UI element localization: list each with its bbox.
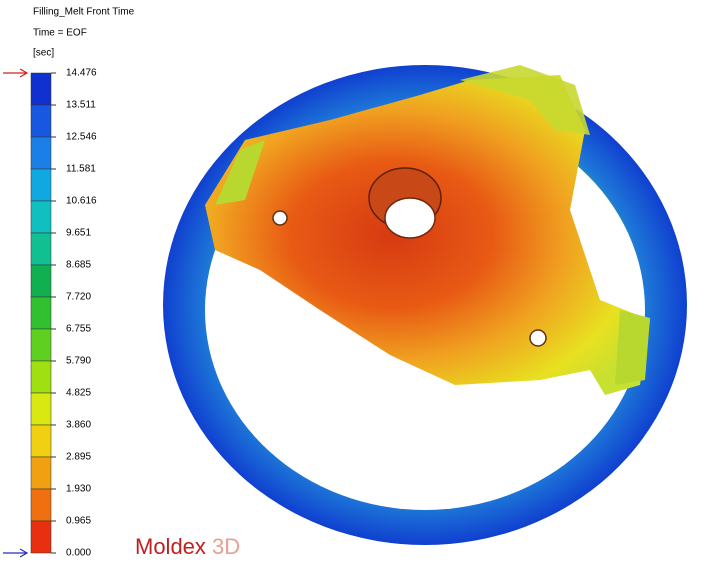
result-title: Filling_Melt Front Time (33, 7, 135, 18)
color-legend: 14.476 13.511 12.546 11.581 10.616 9.651 8.685… (30, 68, 97, 559)
legend-band (30, 104, 52, 138)
legend-band (30, 296, 52, 330)
legend-tick-label: 13.511 (66, 100, 96, 111)
legend-tick-label: 6.755 (66, 324, 91, 335)
steering-wheel-model (163, 65, 687, 545)
legend-band (30, 360, 52, 394)
legend-band (30, 328, 52, 362)
min-arrow (3, 548, 29, 558)
unit-label: [sec] (33, 48, 54, 59)
legend-tick-label: 0.000 (66, 548, 91, 559)
legend-tick-label: 1.930 (66, 484, 91, 495)
time-label: Time = EOF (33, 28, 87, 39)
legend-tick-label: 2.895 (66, 452, 91, 463)
legend-tick-label: 5.790 (66, 356, 91, 367)
legend-band (30, 72, 52, 106)
legend-tick-label: 0.965 (66, 516, 91, 527)
legend-tick-label: 3.860 (66, 420, 91, 431)
legend-tick-label: 11.581 (66, 164, 96, 175)
legend-band (30, 200, 52, 234)
legend-band (30, 520, 52, 554)
legend-band (30, 392, 52, 426)
legend-band (30, 456, 52, 490)
legend-band (30, 264, 52, 298)
legend-tick-label: 10.616 (66, 196, 97, 207)
legend-tick-label: 4.825 (66, 388, 91, 399)
legend-band (30, 136, 52, 170)
legend-band (30, 424, 52, 458)
legend-tick-label: 9.651 (66, 228, 91, 239)
logo-suffix: 3D (212, 534, 240, 559)
legend-tick-label: 7.720 (66, 292, 91, 303)
legend-tick-label: 12.546 (66, 132, 97, 143)
legend-band (30, 168, 52, 202)
max-arrow (3, 68, 29, 78)
legend-band (30, 232, 52, 266)
legend-tick-label: 14.476 (66, 68, 97, 79)
legend-tick-label: 8.685 (66, 260, 91, 271)
logo-name: Moldex (135, 534, 206, 559)
legend-band (30, 488, 52, 522)
